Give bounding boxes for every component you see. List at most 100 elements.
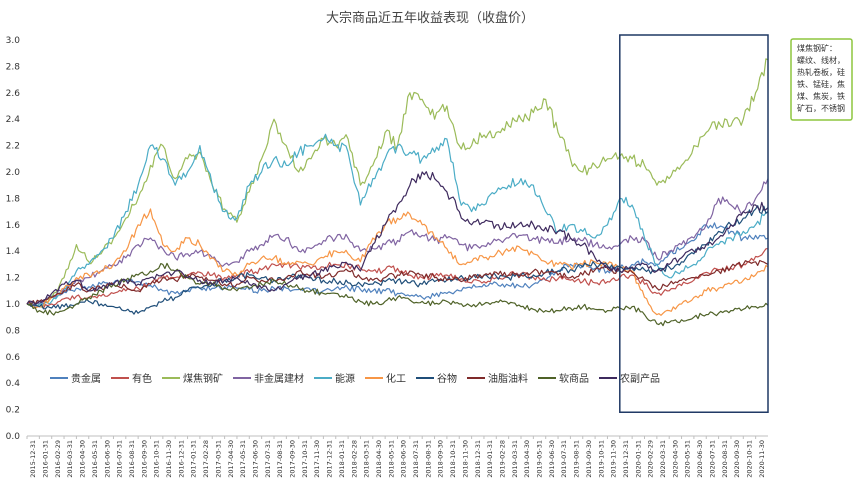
x-tick-label: 2019-11-30 <box>610 440 618 478</box>
legend-item: 非金属建材 <box>233 372 304 385</box>
annotation-callout: 煤焦钢矿： 螺纹、线材， 热轧卷板，硅铁、锰硅，焦煤、焦炭，铁矿石，不锈钢 <box>790 38 853 121</box>
x-tick-label: 2020-10-31 <box>745 440 753 478</box>
x-tick-label: 2020-05-31 <box>684 440 692 478</box>
x-tick-label: 2018-04-30 <box>375 440 383 478</box>
x-axis: 2015-12-31 2016-01-31 2016-02-29 2016-03-31… <box>26 435 768 478</box>
x-tick-label: 2017-07-31 <box>264 440 272 478</box>
legend-label: 能源 <box>335 372 355 385</box>
y-tick-label: 0.2 <box>6 406 20 416</box>
x-tick-label: 2017-10-31 <box>301 440 309 478</box>
legend-label: 贵金属 <box>71 372 101 385</box>
series-line-6 <box>26 208 769 316</box>
x-tick-label: 2016-04-30 <box>79 440 87 478</box>
y-tick-label: 0.8 <box>6 326 21 336</box>
x-tick-label: 2016-10-31 <box>153 440 161 478</box>
series-line-1 <box>27 222 769 307</box>
x-tick-label: 2018-11-30 <box>461 440 469 478</box>
y-tick-label: 1.4 <box>6 247 21 257</box>
y-tick-label: 2.2 <box>6 142 20 152</box>
annotation-line: 铁、锰硅，焦 <box>797 79 845 89</box>
annotation-line: 煤焦钢矿： <box>797 43 837 53</box>
legend-item: 贵金属 <box>50 372 101 385</box>
y-tick-label: 0.6 <box>6 353 21 363</box>
x-tick-label: 2015-12-31 <box>29 440 37 478</box>
x-tick-label: 2018-10-31 <box>449 440 457 478</box>
legend: 贵金属 有色 煤焦钢矿 非金属建材 能源 化工 谷物 油脂油料 软商品 农副产品 <box>50 372 660 385</box>
x-tick-label: 2017-04-30 <box>227 440 235 478</box>
legend-item: 能源 <box>314 372 355 385</box>
annotation-line: 热轧卷板，硅 <box>797 67 845 77</box>
y-tick-label: 1.2 <box>6 274 20 284</box>
series-line-7 <box>26 205 769 315</box>
legend-item: 有色 <box>111 372 152 385</box>
x-tick-label: 2019-08-31 <box>573 440 581 478</box>
series-line-4 <box>26 178 769 307</box>
x-tick-label: 2016-11-30 <box>165 440 173 478</box>
x-tick-label: 2019-02-28 <box>498 440 506 478</box>
legend-item: 煤焦钢矿 <box>162 372 223 385</box>
annotation-line: 矿石，不锈钢 <box>797 103 845 113</box>
legend-label: 油脂油料 <box>488 372 528 385</box>
legend-item: 谷物 <box>416 372 457 385</box>
series-line-5 <box>26 133 769 307</box>
legend-item: 农副产品 <box>599 372 660 385</box>
x-tick-label: 2018-02-28 <box>350 440 358 478</box>
legend-label: 农副产品 <box>620 372 660 385</box>
highlight-box <box>619 34 769 413</box>
x-tick-label: 2017-05-31 <box>239 440 247 478</box>
x-tick-label: 2016-08-31 <box>128 440 136 478</box>
x-tick-label: 2017-03-31 <box>214 440 222 478</box>
x-tick-label: 2020-06-30 <box>696 440 704 478</box>
legend-label: 化工 <box>386 372 406 385</box>
legend-item: 软商品 <box>538 372 589 385</box>
x-tick-label: 2017-02-28 <box>202 440 210 478</box>
x-tick-label: 2018-09-30 <box>437 440 445 478</box>
x-tick-label: 2019-07-31 <box>560 440 568 478</box>
y-tick-label: 2.8 <box>6 62 21 72</box>
x-tick-label: 2020-04-30 <box>671 440 679 478</box>
y-tick-label: 1.6 <box>6 221 21 231</box>
y-tick-label: 0.4 <box>6 379 21 389</box>
plot-series <box>26 58 769 327</box>
x-tick-label: 2019-12-31 <box>622 440 630 478</box>
y-tick-label: 0.0 <box>6 432 21 442</box>
x-tick-label: 2020-01-31 <box>634 440 642 478</box>
x-tick-label: 2016-07-31 <box>116 440 124 478</box>
y-tick-label: 2.6 <box>6 89 21 99</box>
legend-label: 煤焦钢矿 <box>183 372 223 385</box>
x-tick-label: 2016-06-30 <box>103 440 111 478</box>
x-tick-label: 2018-07-31 <box>412 440 420 478</box>
x-tick-label: 2019-04-30 <box>523 440 531 478</box>
legend-label: 谷物 <box>437 372 457 385</box>
x-tick-label: 2016-05-31 <box>91 440 99 478</box>
x-tick-label: 2017-12-31 <box>326 440 334 478</box>
x-tick-label: 2018-01-31 <box>338 440 346 478</box>
y-tick-label: 1.0 <box>6 300 21 310</box>
x-tick-label: 2018-08-31 <box>424 440 432 478</box>
annotation-line: 螺纹、线材， <box>797 55 845 65</box>
legend-label: 非金属建材 <box>254 372 304 385</box>
x-tick-label: 2017-11-30 <box>313 440 321 478</box>
x-tick-label: 2019-05-31 <box>536 440 544 478</box>
x-tick-label: 2018-03-31 <box>363 440 371 478</box>
legend-label: 有色 <box>132 372 152 385</box>
x-tick-label: 2017-08-31 <box>276 440 284 478</box>
x-tick-label: 2018-05-31 <box>387 440 395 478</box>
legend-item: 化工 <box>365 372 406 385</box>
x-tick-label: 2016-01-31 <box>42 440 50 478</box>
series-line-9 <box>26 262 769 327</box>
x-tick-label: 2019-09-30 <box>585 440 593 478</box>
x-tick-label: 2019-03-31 <box>511 440 519 478</box>
legend-label: 软商品 <box>559 372 589 385</box>
y-tick-label: 2.4 <box>6 115 21 125</box>
x-tick-label: 2019-06-30 <box>548 440 556 478</box>
x-tick-label: 2018-12-31 <box>474 440 482 478</box>
legend-item: 油脂油料 <box>467 372 528 385</box>
x-tick-label: 2020-03-31 <box>659 440 667 478</box>
y-tick-label: 3.0 <box>6 36 21 46</box>
x-tick-label: 2016-09-30 <box>140 440 148 478</box>
x-tick-label: 2020-11-30 <box>758 440 766 478</box>
x-tick-label: 2016-12-31 <box>177 440 185 478</box>
x-tick-label: 2017-06-30 <box>251 440 259 478</box>
